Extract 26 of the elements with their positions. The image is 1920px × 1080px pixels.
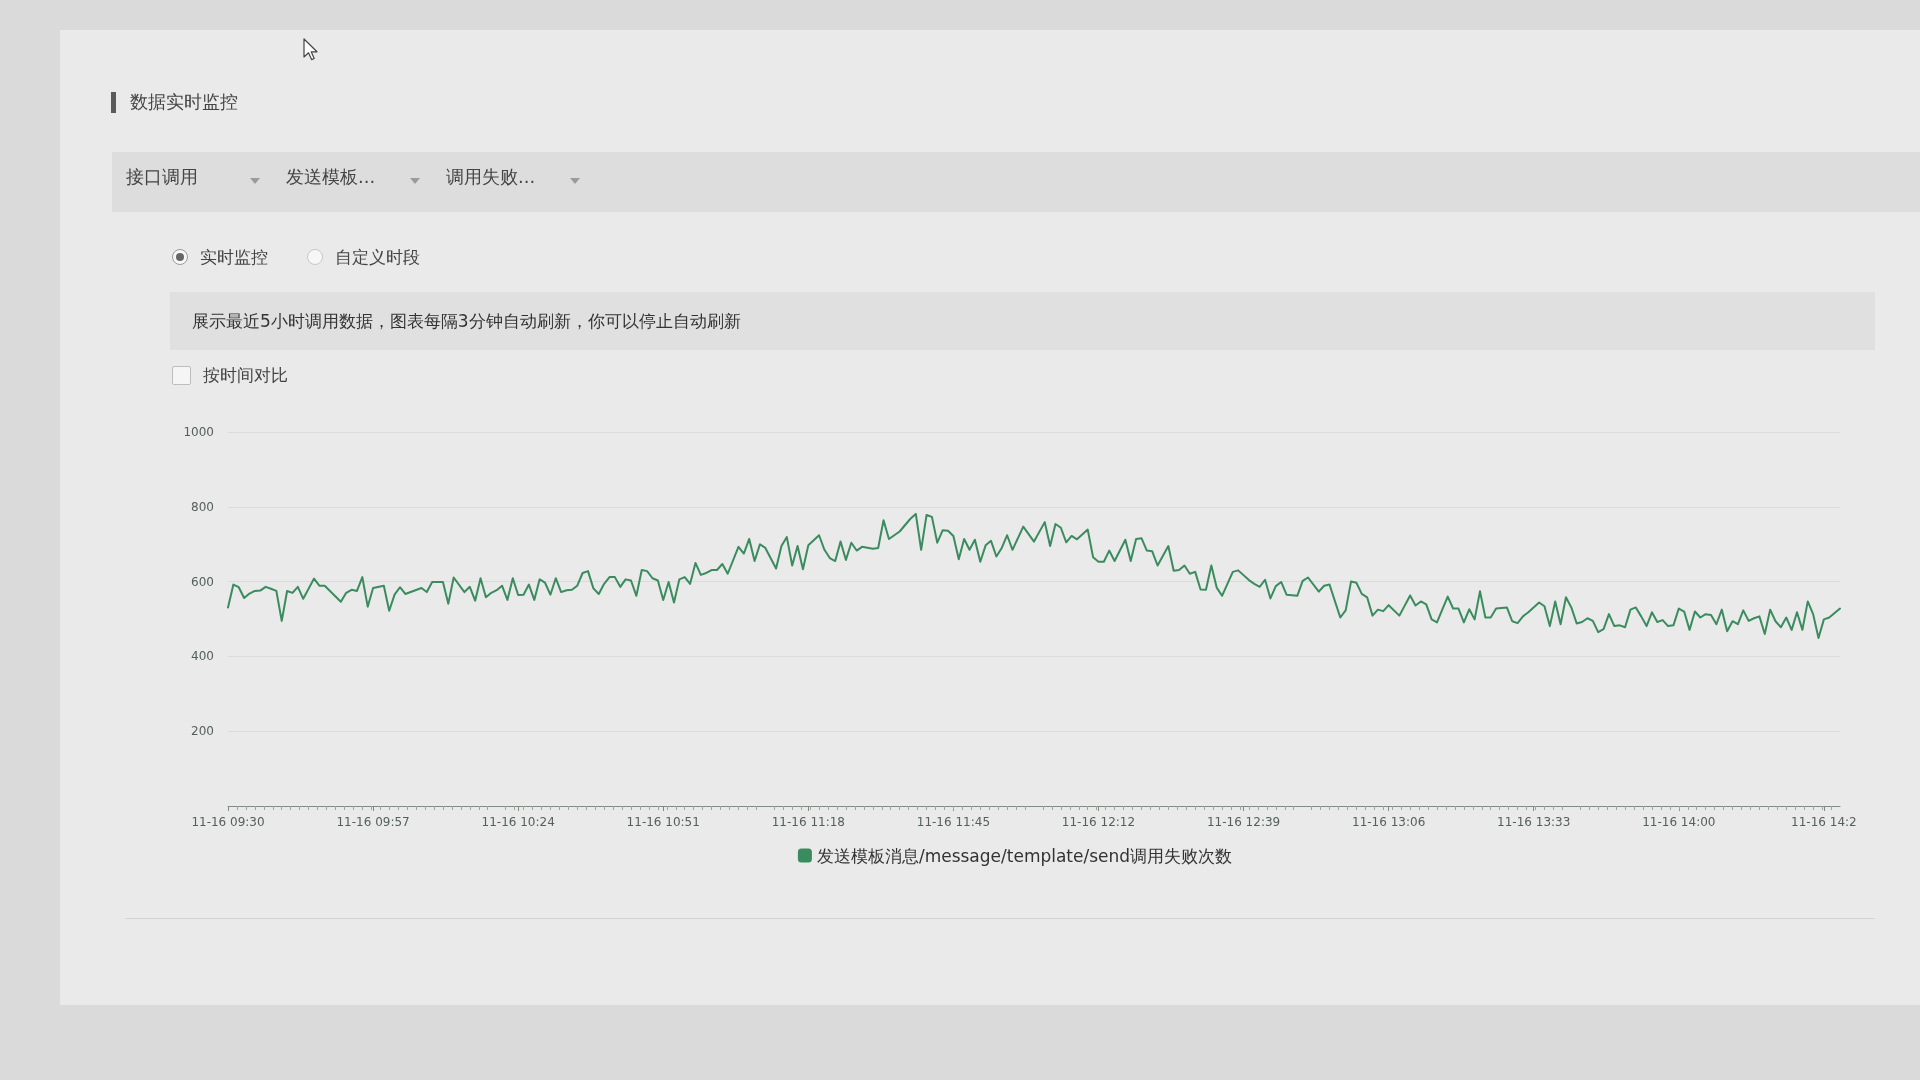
x-tick-label: 11-16 14:2 — [1791, 815, 1857, 829]
x-tick-label: 11-16 13:06 — [1352, 815, 1426, 829]
y-tick-label: 200 — [191, 724, 214, 739]
chart-title: 数据实时监控 — [130, 90, 238, 114]
text: 按时间对比 — [203, 364, 288, 387]
x-tick-label: 11-16 12:12 — [1061, 815, 1136, 829]
y-tick-label: 800 — [191, 499, 214, 514]
y-tick-label: 400 — [191, 649, 214, 664]
x-tick-label: 11-16 10:51 — [626, 815, 700, 829]
x-tick-label: 11-16 11:45 — [916, 815, 991, 829]
text: 实时监控 — [200, 246, 268, 269]
text: 发送模板... — [286, 165, 376, 189]
text: 调用失败... — [446, 165, 536, 189]
x-tick-label: 11-16 10:24 — [481, 815, 555, 829]
text: 接口调用 — [126, 165, 198, 189]
x-tick-label: 11-16 14:00 — [1642, 815, 1716, 829]
text: 展示最近5小时调用数据，图表每隔3分钟自动刷新，你可以停止自动刷新 — [192, 310, 741, 333]
x-tick-label: 11-16 09:57 — [336, 815, 410, 829]
x-tick-label: 11-16 11:18 — [771, 815, 845, 829]
y-tick-label: 600 — [191, 574, 214, 589]
y-tick-label: 1000 — [183, 425, 214, 439]
x-tick-label: 11-16 09:30 — [191, 815, 265, 829]
legend-label: 发送模板消息/message/template/send调用失败次数 — [816, 845, 1233, 866]
x-tick-label: 11-16 12:39 — [1206, 815, 1281, 829]
text: 自定义时段 — [335, 246, 420, 269]
x-tick-label: 11-16 13:33 — [1497, 815, 1571, 829]
